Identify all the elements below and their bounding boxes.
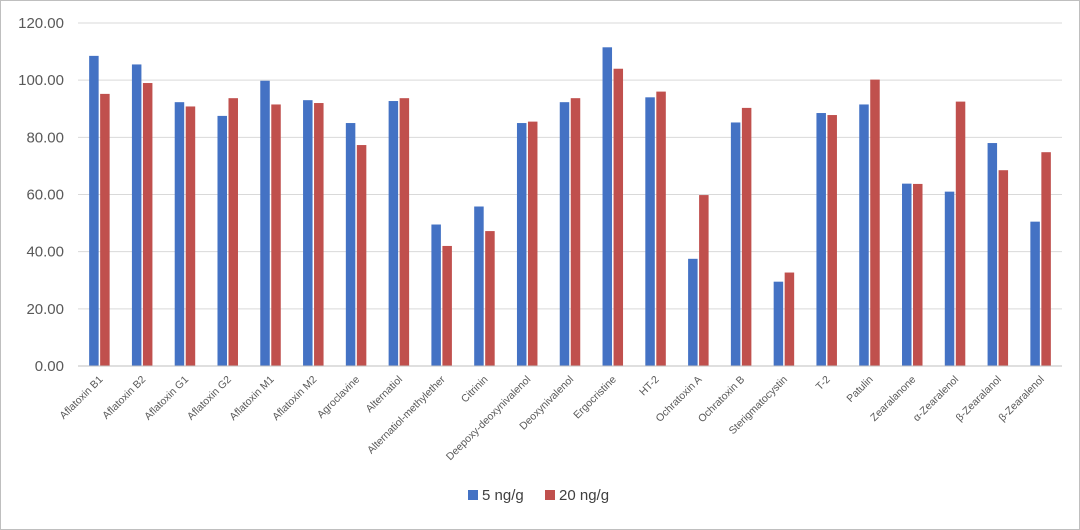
x-category-label: Aflatoxin M2 <box>270 374 319 423</box>
bar-5ng <box>174 102 185 366</box>
bar-20ng <box>228 98 238 366</box>
bar-5ng <box>89 55 99 366</box>
bar-20ng <box>870 79 880 366</box>
x-category-label: Aflatoxin B1 <box>57 374 105 422</box>
bar-20ng <box>699 195 709 366</box>
x-category-label: T-2 <box>814 374 833 393</box>
bars <box>89 47 1051 367</box>
bar-20ng <box>656 91 666 366</box>
bar-5ng <box>559 102 570 366</box>
bar-5ng <box>859 104 869 367</box>
y-tick-label: 120.00 <box>18 15 64 32</box>
y-tick-label: 0.00 <box>35 358 64 375</box>
bar-5ng <box>773 281 784 366</box>
x-category-label: Agroclavine <box>315 374 362 421</box>
bar-20ng <box>913 183 923 366</box>
legend-swatch <box>468 490 478 500</box>
x-category-label: Aflatoxin G2 <box>185 374 234 423</box>
x-category-label: Alternatiol-methylether <box>365 373 448 456</box>
bar-5ng <box>431 224 441 366</box>
x-category-label: Aflatoxin G1 <box>142 374 191 423</box>
bar-5ng <box>688 258 698 366</box>
bar-20ng <box>485 231 495 366</box>
x-category-label: Citrinin <box>459 374 491 406</box>
bar-20ng <box>955 101 966 367</box>
bar-5ng <box>303 100 313 367</box>
x-category-label: Ergocristine <box>571 374 619 422</box>
legend-swatch <box>545 490 555 500</box>
bar-20ng <box>356 145 367 366</box>
legend: 5 ng/g 20 ng/g <box>468 487 609 504</box>
y-tick-label: 80.00 <box>26 129 64 146</box>
bar-5ng <box>987 143 998 366</box>
bar-20ng <box>399 98 410 366</box>
x-category-label: β-Zearalenol <box>996 374 1046 424</box>
bar-5ng <box>902 183 912 366</box>
bar-5ng <box>602 47 613 366</box>
gridlines <box>78 22 1062 310</box>
y-tick-label: 40.00 <box>26 244 64 261</box>
bar-20ng <box>271 104 281 367</box>
bar-5ng <box>388 101 399 366</box>
bar-20ng <box>613 68 624 366</box>
bar-5ng <box>730 122 741 366</box>
bar-20ng <box>100 93 110 367</box>
x-category-label: Alternatiol <box>363 374 405 416</box>
bar-5ng <box>516 123 527 367</box>
y-tick-label: 20.00 <box>26 301 64 318</box>
x-category-label: Patulin <box>844 374 875 405</box>
x-category-label: Aflatoxin B2 <box>100 374 148 422</box>
bar-20ng <box>1041 152 1051 366</box>
bar-20ng <box>741 107 752 366</box>
bar-5ng <box>816 113 826 366</box>
bar-20ng <box>827 115 837 366</box>
bar-5ng <box>474 206 484 366</box>
y-tick-label: 100.00 <box>18 72 64 89</box>
bar-5ng <box>260 80 270 366</box>
y-tick-label: 60.00 <box>26 187 64 204</box>
bar-5ng <box>1030 221 1040 366</box>
bar-20ng <box>142 83 153 367</box>
bar-20ng <box>185 106 196 367</box>
bar-5ng <box>131 64 142 366</box>
x-category-label: Deepoxy-deoxynivalenol <box>444 374 533 463</box>
y-axis-ticks: 0.00 20.00 40.00 60.00 80.00 100.00 120.00 <box>18 15 64 375</box>
bar-20ng <box>998 170 1009 366</box>
bar-5ng <box>645 97 655 367</box>
legend-label: 20 ng/g <box>559 487 609 504</box>
bar-20ng <box>784 272 795 366</box>
x-category-label: HT-2 <box>637 374 662 399</box>
bar-5ng <box>944 191 955 366</box>
bar-20ng <box>527 121 538 366</box>
x-category-label: Aflatoxin M1 <box>227 374 276 423</box>
bar-20ng <box>442 245 452 366</box>
legend-label: 5 ng/g <box>482 487 524 504</box>
bar-5ng <box>345 123 356 367</box>
bar-5ng <box>217 115 227 366</box>
bar-20ng <box>570 98 581 366</box>
bar-20ng <box>314 103 324 367</box>
